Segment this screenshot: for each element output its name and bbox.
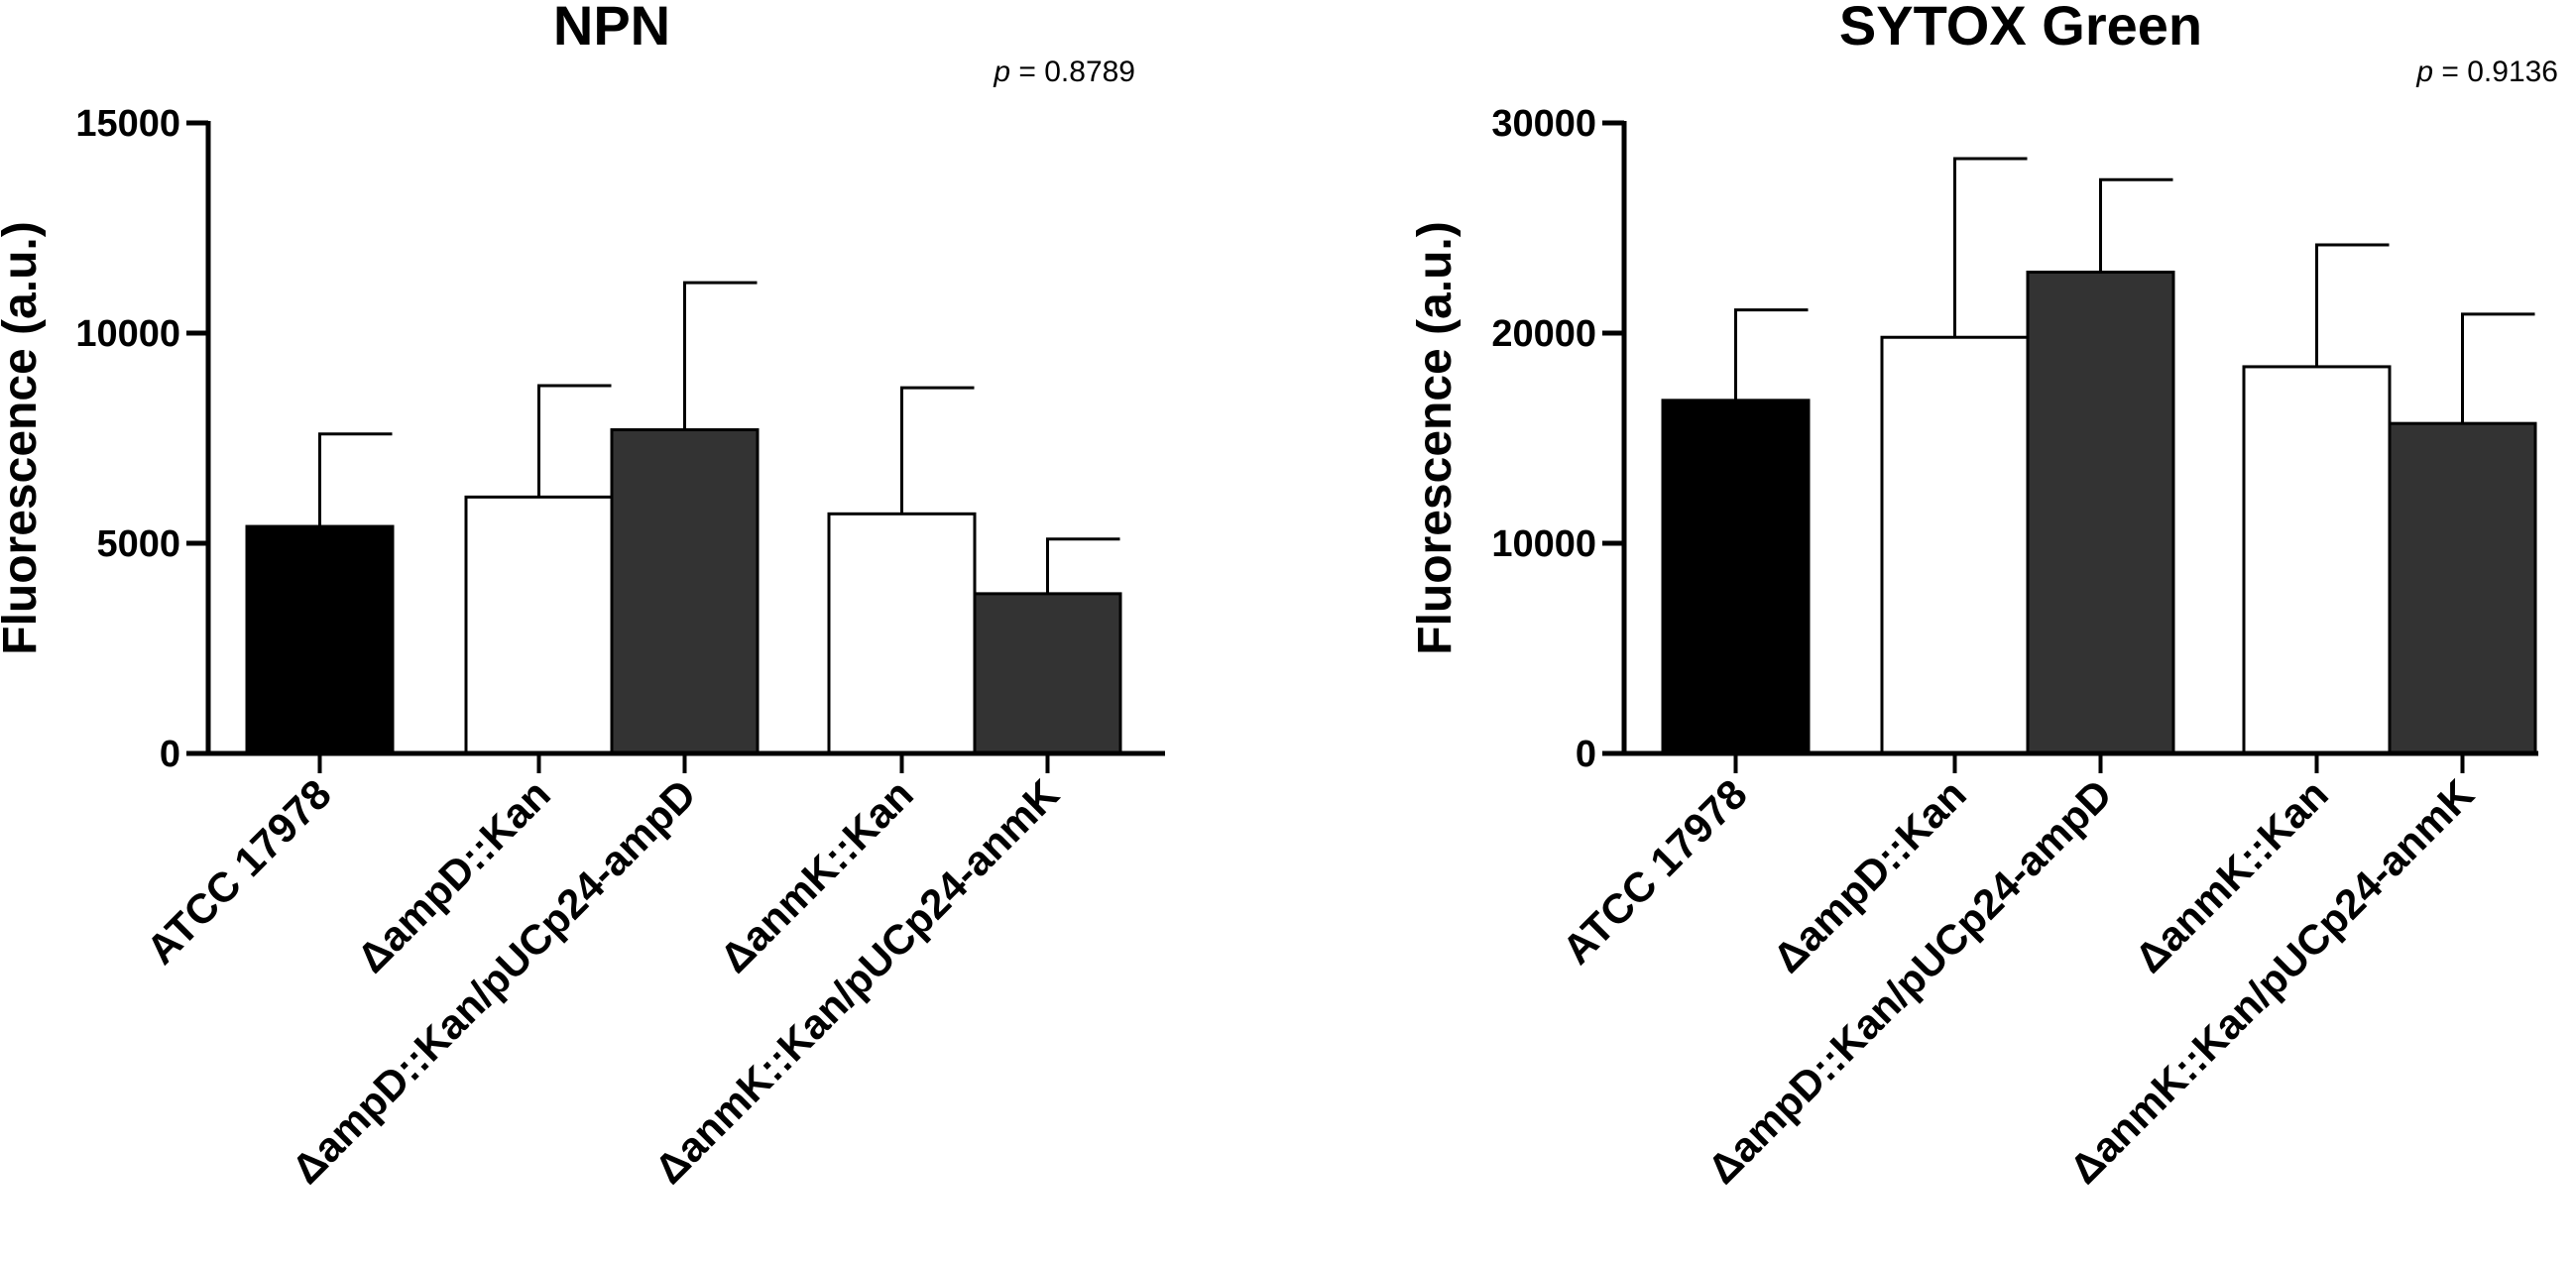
sytox-bar-3 (2026, 271, 2175, 755)
sytox-bar-2 (1880, 335, 2030, 755)
sytox-y-tick-label: 0 (1576, 734, 1596, 775)
npn-chart-title: NPN (553, 0, 670, 57)
npn-y-tick-label: 15000 (75, 103, 180, 145)
npn-y-tick-label: 5000 (96, 523, 180, 565)
sytox-error-bars (1734, 157, 2535, 424)
npn-bar-1 (245, 524, 395, 755)
npn-x-tick-label-1: ATCC 17978 (138, 770, 340, 973)
sytox-p-value-text: = 0.9136 (2433, 56, 2558, 88)
sytox-y-tick-label: 30000 (1491, 103, 1596, 145)
npn-chart: NPN p = 0.8789 Fluorescence (a.u.) 0 5000… (0, 0, 1165, 1193)
npn-bar-2 (464, 495, 614, 755)
npn-bar-3 (610, 428, 760, 755)
sytox-bars (1661, 271, 2537, 755)
npn-p-symbol: p (993, 56, 1010, 88)
npn-bar-5 (973, 592, 1122, 755)
sytox-bar-4 (2242, 365, 2392, 755)
sytox-p-value: p = 0.9136 (2415, 56, 2558, 88)
sytox-p-symbol: p (2415, 56, 2433, 88)
npn-error-bars (318, 281, 1120, 594)
sytox-y-tick-label: 20000 (1491, 313, 1596, 355)
sytox-x-tick-label-1: ATCC 17978 (1554, 770, 1756, 973)
npn-y-tick-label: 10000 (75, 313, 180, 355)
sytox-y-tick-label: 10000 (1491, 523, 1596, 565)
sytox-chart-title: SYTOX Green (1839, 0, 2202, 57)
sytox-y-axis-label: Fluorescence (a.u.) (1409, 221, 1462, 654)
sytox-chart: SYTOX Green p = 0.9136 Fluorescence (a.u… (1409, 0, 2558, 1193)
npn-p-value: p = 0.8789 (993, 56, 1135, 88)
sytox-bar-1 (1661, 399, 1811, 755)
npn-bar-4 (827, 512, 977, 755)
npn-y-tick-label: 0 (160, 734, 180, 775)
npn-bars (245, 428, 1122, 755)
sytox-bar-5 (2388, 421, 2537, 755)
npn-y-axis-label: Fluorescence (a.u.) (0, 221, 47, 654)
npn-p-value-text: = 0.8789 (1010, 56, 1135, 88)
